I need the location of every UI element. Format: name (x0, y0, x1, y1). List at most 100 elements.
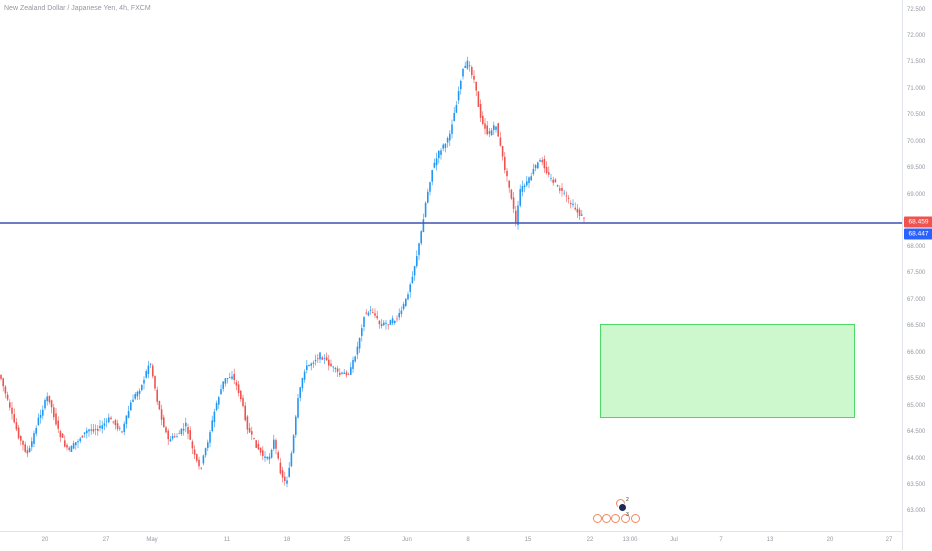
price-tick: 71.000 (907, 86, 926, 92)
candle-body (286, 480, 288, 484)
candle-body (532, 168, 535, 175)
candle-body (537, 162, 539, 169)
candle-body (64, 440, 66, 447)
candle-body (99, 425, 101, 429)
candle-body (506, 170, 508, 177)
price-tick: 69.000 (907, 192, 926, 198)
candle-body (330, 363, 332, 367)
candle-body (22, 440, 24, 445)
candle-body (167, 430, 169, 440)
price-axis[interactable]: 72.500 72.000 71.500 71.000 70.500 70.00… (902, 0, 932, 550)
target-zone-rectangle[interactable] (600, 324, 855, 418)
candle-body (347, 373, 350, 375)
time-tick: 20 (826, 537, 834, 543)
event-flag-icon[interactable] (618, 503, 627, 512)
event-icon[interactable] (611, 514, 620, 523)
candle-body (53, 407, 55, 418)
candle-body (125, 415, 128, 425)
candle-body (145, 371, 147, 378)
candle-body (328, 359, 330, 366)
candle-body (235, 382, 238, 386)
candle-body (251, 431, 253, 435)
candle-body (255, 440, 257, 448)
candle-body (402, 304, 405, 310)
candle-body (28, 448, 31, 453)
event-icon[interactable] (621, 514, 630, 523)
candle-body (453, 112, 455, 122)
candle-body (277, 452, 279, 459)
candle-body (46, 396, 48, 402)
candle-body (460, 80, 462, 90)
candle-body (552, 179, 554, 183)
candle-body (343, 372, 345, 374)
candle-body (336, 368, 339, 372)
candle-body (119, 427, 121, 429)
candle-body (323, 358, 326, 360)
candle-body (37, 417, 40, 426)
event-icon[interactable] (593, 514, 602, 523)
candle-body (455, 104, 458, 113)
candle-body (451, 124, 453, 134)
candle-body (372, 312, 374, 314)
candle-body (490, 130, 493, 136)
candle-body (444, 143, 447, 148)
candle-body (176, 436, 178, 438)
candle-body (15, 422, 18, 430)
time-axis[interactable]: 20 27 May 11 18 25 Jun 8 15 22 13:00 Jul… (0, 531, 902, 551)
candle-body (363, 317, 365, 327)
candle-body (158, 401, 161, 410)
candle-body (499, 137, 502, 146)
candle-body (132, 399, 134, 402)
candle-body (152, 365, 154, 377)
candle-body (253, 437, 255, 439)
candle-body (262, 450, 264, 456)
candle-body (97, 428, 99, 431)
price-tick: 66.000 (907, 350, 926, 356)
event-icon[interactable] (631, 514, 640, 523)
candle-body (24, 444, 26, 452)
candle-body (354, 356, 356, 362)
candle-body (512, 197, 515, 209)
candle-body (389, 320, 392, 325)
candle-body (92, 429, 95, 432)
chart-area[interactable]: New Zealand Dollar / Japanese Yen, 4h, F… (0, 0, 902, 531)
price-tick: 64.500 (907, 429, 926, 435)
candle-body (268, 456, 271, 460)
candle-body (383, 322, 385, 326)
candle-body (466, 60, 469, 69)
candle-body (211, 420, 213, 432)
candle-body (356, 346, 359, 355)
candle-body (273, 439, 275, 449)
candle-body (174, 436, 176, 438)
price-tick: 72.000 (907, 33, 926, 39)
candle-body (427, 191, 429, 203)
price-tick: 68.000 (907, 244, 926, 250)
candle-body (138, 390, 141, 394)
candle-body (237, 384, 240, 393)
candle-body (191, 441, 194, 449)
candle-body (468, 65, 471, 67)
candle-body (541, 160, 543, 163)
candle-body (231, 376, 233, 379)
candle-body (435, 158, 438, 166)
candle-body (543, 159, 546, 169)
candle-body (583, 217, 585, 219)
candle-body (352, 359, 354, 369)
candle-body (413, 266, 416, 276)
time-tick: 27 (885, 537, 893, 543)
price-chart[interactable] (0, 0, 902, 531)
time-tick: 25 (343, 537, 351, 543)
candle-body (70, 446, 73, 453)
candle-body (561, 187, 563, 191)
candle-body (297, 398, 299, 418)
candle-body (464, 65, 466, 68)
candle-body (473, 75, 475, 80)
current-price-badge: 68.459 (904, 216, 932, 228)
candle-body (301, 378, 304, 389)
candle-body (482, 115, 484, 124)
candle-body (567, 197, 570, 199)
event-icon[interactable] (602, 514, 611, 523)
candle-body (576, 208, 579, 213)
candle-body (519, 189, 521, 206)
price-tick: 65.000 (907, 403, 926, 409)
